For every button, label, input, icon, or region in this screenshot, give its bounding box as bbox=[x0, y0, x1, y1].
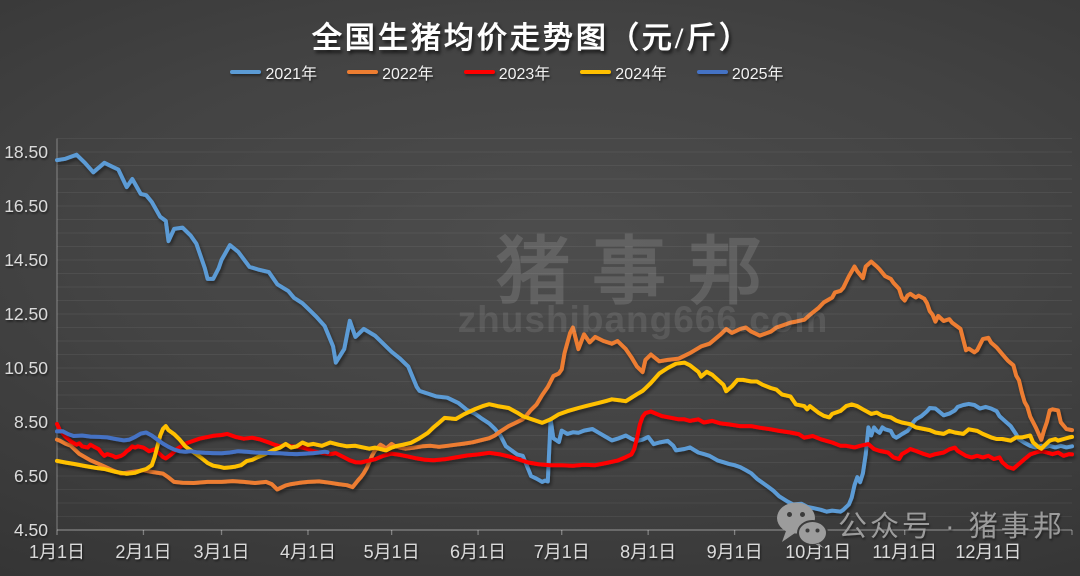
chart-title: 全国生猪均价走势图（元/斤） bbox=[311, 22, 753, 55]
series-line-2025 bbox=[55, 429, 330, 457]
x-axis-label: 12月1日 bbox=[955, 542, 1021, 562]
legend-item-2021: 2021年 bbox=[230, 60, 317, 84]
x-axis-label: 5月1日 bbox=[364, 542, 420, 562]
official-account-badge: 公众号 · 猪事邦 bbox=[776, 500, 1065, 548]
y-axis-label: 18.50 bbox=[4, 142, 48, 162]
legend-swatch bbox=[580, 69, 612, 75]
y-axis-label: 4.50 bbox=[14, 520, 48, 540]
y-axis-label: 12.50 bbox=[4, 304, 48, 324]
y-axis-labels: 18.50 16.50 14.50 12.50 10.50 8.50 6.50 4.50 bbox=[4, 142, 48, 540]
legend-label: 2025年 bbox=[731, 66, 784, 83]
y-axis-label: 14.50 bbox=[4, 250, 48, 270]
watermark-site: zhushibang666.com bbox=[457, 299, 829, 340]
x-axis-label: 1月1日 bbox=[29, 542, 85, 562]
series-line-2021 bbox=[55, 152, 1074, 514]
legend-item-2022: 2022年 bbox=[347, 60, 434, 84]
legend-item-2025: 2025年 bbox=[696, 60, 784, 84]
legend-label: 2023年 bbox=[498, 66, 551, 83]
series-line-2023 bbox=[55, 409, 1074, 471]
legend: 2021年 2022年 2023年 2024年 2025年 bbox=[0, 60, 1047, 84]
x-axis-label: 7月1日 bbox=[534, 542, 590, 562]
y-axis-label: 8.50 bbox=[14, 412, 48, 432]
series-line-2022 bbox=[55, 259, 1074, 492]
axes bbox=[56, 138, 1073, 535]
x-axis-label: 10月1日 bbox=[785, 542, 851, 562]
x-axis-label: 9月1日 bbox=[707, 542, 763, 562]
y-axis-label: 10.50 bbox=[4, 358, 48, 378]
legend-swatch bbox=[230, 69, 262, 75]
watermark-brand: 猪事邦 bbox=[496, 230, 784, 313]
legend-swatch bbox=[347, 69, 379, 75]
x-axis-label: 6月1日 bbox=[450, 542, 506, 562]
series-line-2024 bbox=[55, 360, 1074, 476]
legend-label: 2021年 bbox=[265, 66, 318, 83]
legend-item-2023: 2023年 bbox=[463, 60, 551, 84]
x-axis-labels: 1月1日 2月1日 3月1日 4月1日 5月1日 6月1日 7月1日 8月1日 9月1日 10月1… bbox=[29, 542, 1021, 562]
x-axis-label: 4月1日 bbox=[280, 542, 336, 562]
wechat-icon bbox=[777, 502, 828, 548]
x-axis-label: 11月1日 bbox=[872, 542, 937, 562]
legend-swatch bbox=[696, 69, 728, 75]
legend-item-2024: 2024年 bbox=[580, 60, 667, 84]
legend-label: 2024年 bbox=[615, 66, 667, 83]
y-axis-label: 6.50 bbox=[14, 466, 48, 486]
y-axis-label: 16.50 bbox=[4, 196, 48, 216]
legend-swatch bbox=[463, 69, 495, 75]
x-axis-label: 2月1日 bbox=[115, 542, 171, 562]
x-axis-label: 8月1日 bbox=[620, 542, 676, 562]
legend-label: 2022年 bbox=[382, 66, 434, 83]
official-account-label: 公众号 · 猪事邦 bbox=[838, 511, 1065, 543]
x-axis-label: 3月1日 bbox=[194, 542, 250, 562]
series-lines bbox=[55, 152, 1074, 514]
